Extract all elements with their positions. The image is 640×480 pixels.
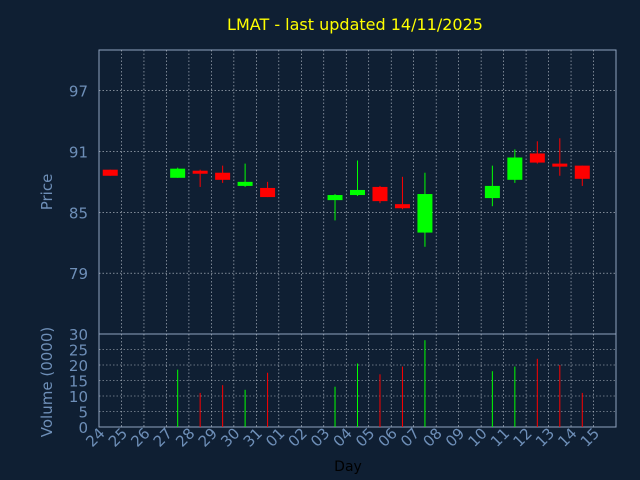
volume-axis-label: Volume (0000) xyxy=(38,327,56,437)
candle-body xyxy=(192,170,208,174)
candle-body xyxy=(260,187,276,198)
candle-body xyxy=(327,195,343,201)
candle-body xyxy=(372,186,388,202)
x-axis-label: Day xyxy=(334,459,362,475)
candle-body xyxy=(484,185,500,199)
price-tick-label: 91 xyxy=(69,143,88,161)
chart-title: LMAT - last updated 14/11/2025 xyxy=(227,15,483,34)
candle-body xyxy=(529,153,545,163)
price-tick-label: 79 xyxy=(69,265,88,283)
price-panel: 79 85 91 97 xyxy=(69,49,617,335)
candle-body xyxy=(574,165,590,179)
volume-tick-label: 10 xyxy=(69,388,88,406)
price-tick-label: 85 xyxy=(69,204,88,222)
candle-body xyxy=(215,172,231,180)
candle-body xyxy=(394,204,410,209)
candle-body xyxy=(237,181,253,186)
candle-body xyxy=(170,168,186,178)
volume-tick-label: 20 xyxy=(69,357,88,375)
volume-tick-label: 5 xyxy=(78,404,88,422)
price-axis-label: Price xyxy=(38,174,56,211)
candle-body xyxy=(417,194,433,233)
candle-body xyxy=(350,189,365,196)
volume-tick-label: 0 xyxy=(78,419,88,437)
candle-body xyxy=(102,169,118,176)
volume-tick-label: 30 xyxy=(69,326,88,344)
volume-tick-label: 25 xyxy=(69,342,88,360)
candle-body xyxy=(507,157,523,180)
price-tick-label: 97 xyxy=(69,83,88,101)
candle-body xyxy=(552,163,568,167)
volume-tick-label: 15 xyxy=(69,373,88,391)
x-axis: 2425262728293031010203040506070809101112… xyxy=(82,424,603,450)
